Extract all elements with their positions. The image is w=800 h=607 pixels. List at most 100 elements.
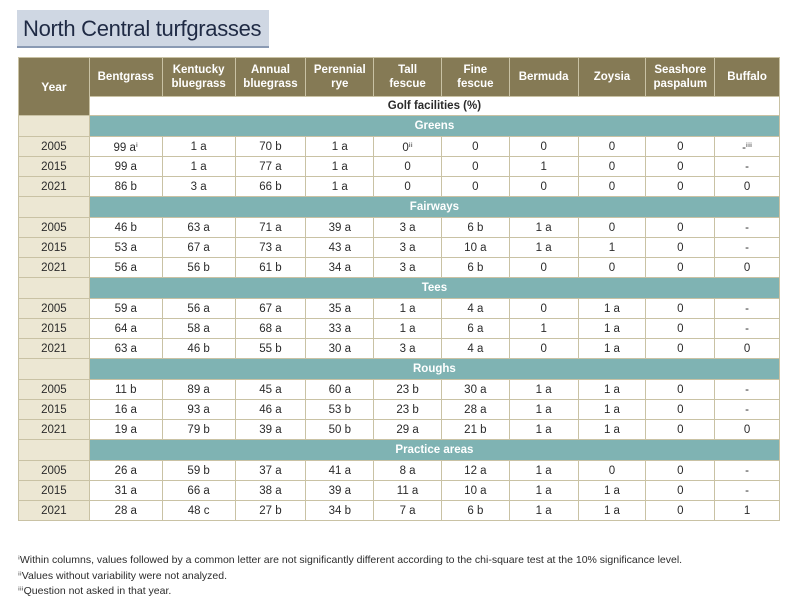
value-cell: 0 [440,136,510,157]
value-cell: 1 [577,237,647,258]
section-title: Fairways [88,196,781,218]
column-header-line: Bermuda [518,71,569,83]
value-cell: 3 a [161,176,236,197]
value-cell: 31 a [88,480,163,501]
value-cell: 0 [440,176,510,197]
year-cell: 2005 [18,379,90,400]
value-cell: 0 [645,480,716,501]
value-cell: 1 a [373,318,442,339]
value-cell: 37 a [234,460,307,481]
value-cell: 53 a [88,237,163,258]
value-cell: 67 a [234,298,307,319]
value-cell: 46 b [88,217,163,238]
value-cell: 8 a [373,460,442,481]
value-cell: 0 [645,500,716,521]
value-cell: 63 a [161,217,236,238]
column-header: Buffalo [714,57,780,97]
value-cell: 45 a [234,379,307,400]
value-cell: 0 [577,176,647,197]
column-header: Bermuda [508,57,579,97]
year-cell: 2021 [18,500,90,521]
value-cell: 0 [508,298,579,319]
section-row: Roughs [18,358,781,380]
value-cell: 1 [714,500,780,521]
value-cell: 99 a [88,156,163,177]
value-cell: 26 a [88,460,163,481]
footnote-3: ⁱⁱⁱQuestion not asked in that year. [18,585,172,597]
value-cell: 4 a [440,298,510,319]
value-cell: 0 [645,217,716,238]
value-cell: 0 [508,176,579,197]
facilities-label: Golf facilities (%) [88,96,781,116]
value-cell: 86 b [88,176,163,197]
value-cell: 1 [508,156,579,177]
year-cell: 2021 [18,257,90,278]
section-row: Fairways [18,196,781,218]
value-cell: 1 a [577,379,647,400]
value-cell: 10 a [440,480,510,501]
value-cell: 1 a [508,500,579,521]
value-cell: 1 a [161,156,236,177]
value-cell: 12 a [440,460,510,481]
section-spacer [18,277,90,299]
value-cell: 48 c [161,500,236,521]
value-cell: 1 a [577,399,647,420]
year-cell: 2005 [18,460,90,481]
column-header-line: Bentgrass [97,71,154,83]
value-cell: 46 a [234,399,307,420]
column-header: Annual bluegrass [234,57,307,97]
value-cell: 1 a [508,480,579,501]
value-cell: 34 b [305,500,375,521]
value-cell: 0 [645,379,716,400]
value-cell: 43 a [305,237,375,258]
value-cell: 0 [373,156,442,177]
year-cell: 2015 [18,399,90,420]
value-cell: 6 b [440,257,510,278]
value-cell: 66 b [234,176,307,197]
facilities-row: Golf facilities (%) [19,96,781,116]
value-cell: 6 b [440,217,510,238]
value-cell: 4 a [440,338,510,359]
value-cell: 55 b [234,338,307,359]
year-cell: 2005 [18,217,90,238]
section-spacer [18,115,90,137]
value-cell: 0 [508,257,579,278]
value-cell: 30 a [305,338,375,359]
column-header-line: Buffalo [727,71,767,83]
value-cell: 1 a [161,136,236,157]
value-cell: 0 [645,460,716,481]
year-cell: 2005 [18,136,90,157]
value-cell: 1 a [305,156,375,177]
column-header-line: bluegrass [171,78,226,90]
value-cell: 0 [508,338,579,359]
section-spacer [18,439,90,461]
value-cell: 58 a [161,318,236,339]
value-cell: 0 [645,156,716,177]
value-cell: 34 a [305,257,375,278]
year-cell: 2005 [18,298,90,319]
value-cell: 63 a [88,338,163,359]
value-cell: 3 a [373,237,442,258]
column-header-line: bluegrass [243,78,298,90]
column-header-row: Year Bentgrass Kentucky bluegrass Annual blu… [18,57,780,116]
value-cell: 39 a [234,419,307,440]
value-cell: 93 a [161,399,236,420]
value-cell: 0 [645,419,716,440]
column-header: Fine fescue [440,57,510,97]
value-cell: 0 [577,257,647,278]
section-spacer [18,358,90,380]
value-cell: - [714,480,780,501]
value-cell: 0 [645,318,716,339]
column-header: Tall fescue [373,57,442,97]
value-cell: 19 a [88,419,163,440]
section-row: Practice areas [18,439,781,461]
value-cell: 56 a [161,298,236,319]
value-cell: 66 a [161,480,236,501]
